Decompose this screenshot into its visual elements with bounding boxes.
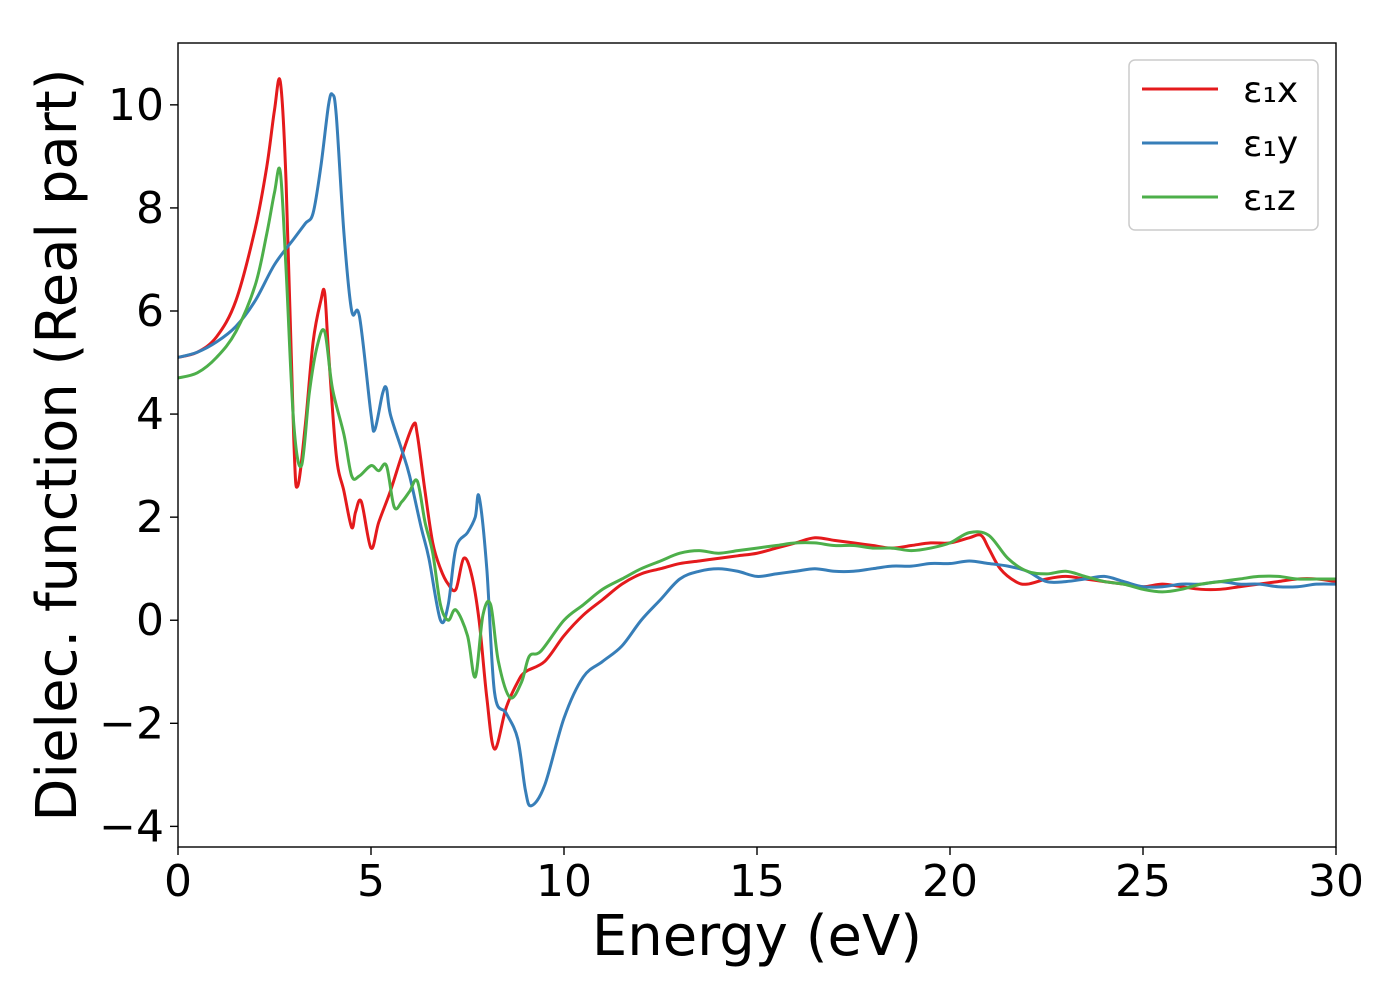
legend: ε₁x ε₁y ε₁z <box>1128 59 1319 231</box>
x-axis-label: Energy (eV) <box>592 904 922 969</box>
y-tick-label: 6 <box>136 286 164 337</box>
y-tick-label: 10 <box>108 80 164 131</box>
y-tick-label: 2 <box>136 492 164 543</box>
x-tick-label: 0 <box>164 856 192 907</box>
x-tick-label: 10 <box>536 856 592 907</box>
legend-label-x: ε₁x <box>1243 70 1298 111</box>
series-layer <box>178 77 1336 808</box>
x-tick-label: 30 <box>1308 856 1364 907</box>
y-tick-label: 8 <box>136 183 164 234</box>
y-tick-label: 4 <box>136 389 164 440</box>
x-tick-label: 5 <box>357 856 385 907</box>
x-axis-ticks: 0 5 10 15 20 25 30 <box>164 847 1364 907</box>
series-line-e1x <box>178 77 1336 751</box>
y-axis-ticks: −4 −2 0 2 4 6 8 10 <box>99 80 178 852</box>
series-line-e1z <box>178 166 1336 700</box>
y-tick-label: −2 <box>99 698 164 749</box>
x-tick-label: 15 <box>729 856 785 907</box>
y-tick-label: −4 <box>99 801 164 852</box>
legend-label-z: ε₁z <box>1243 178 1296 219</box>
series-line-e1y <box>178 92 1336 808</box>
legend-box <box>1128 59 1319 231</box>
x-tick-label: 25 <box>1115 856 1171 907</box>
y-tick-label: 0 <box>136 595 164 646</box>
legend-label-y: ε₁y <box>1243 124 1298 165</box>
x-tick-label: 20 <box>922 856 978 907</box>
y-axis-label: Dielec. function (Real part) <box>25 68 90 821</box>
